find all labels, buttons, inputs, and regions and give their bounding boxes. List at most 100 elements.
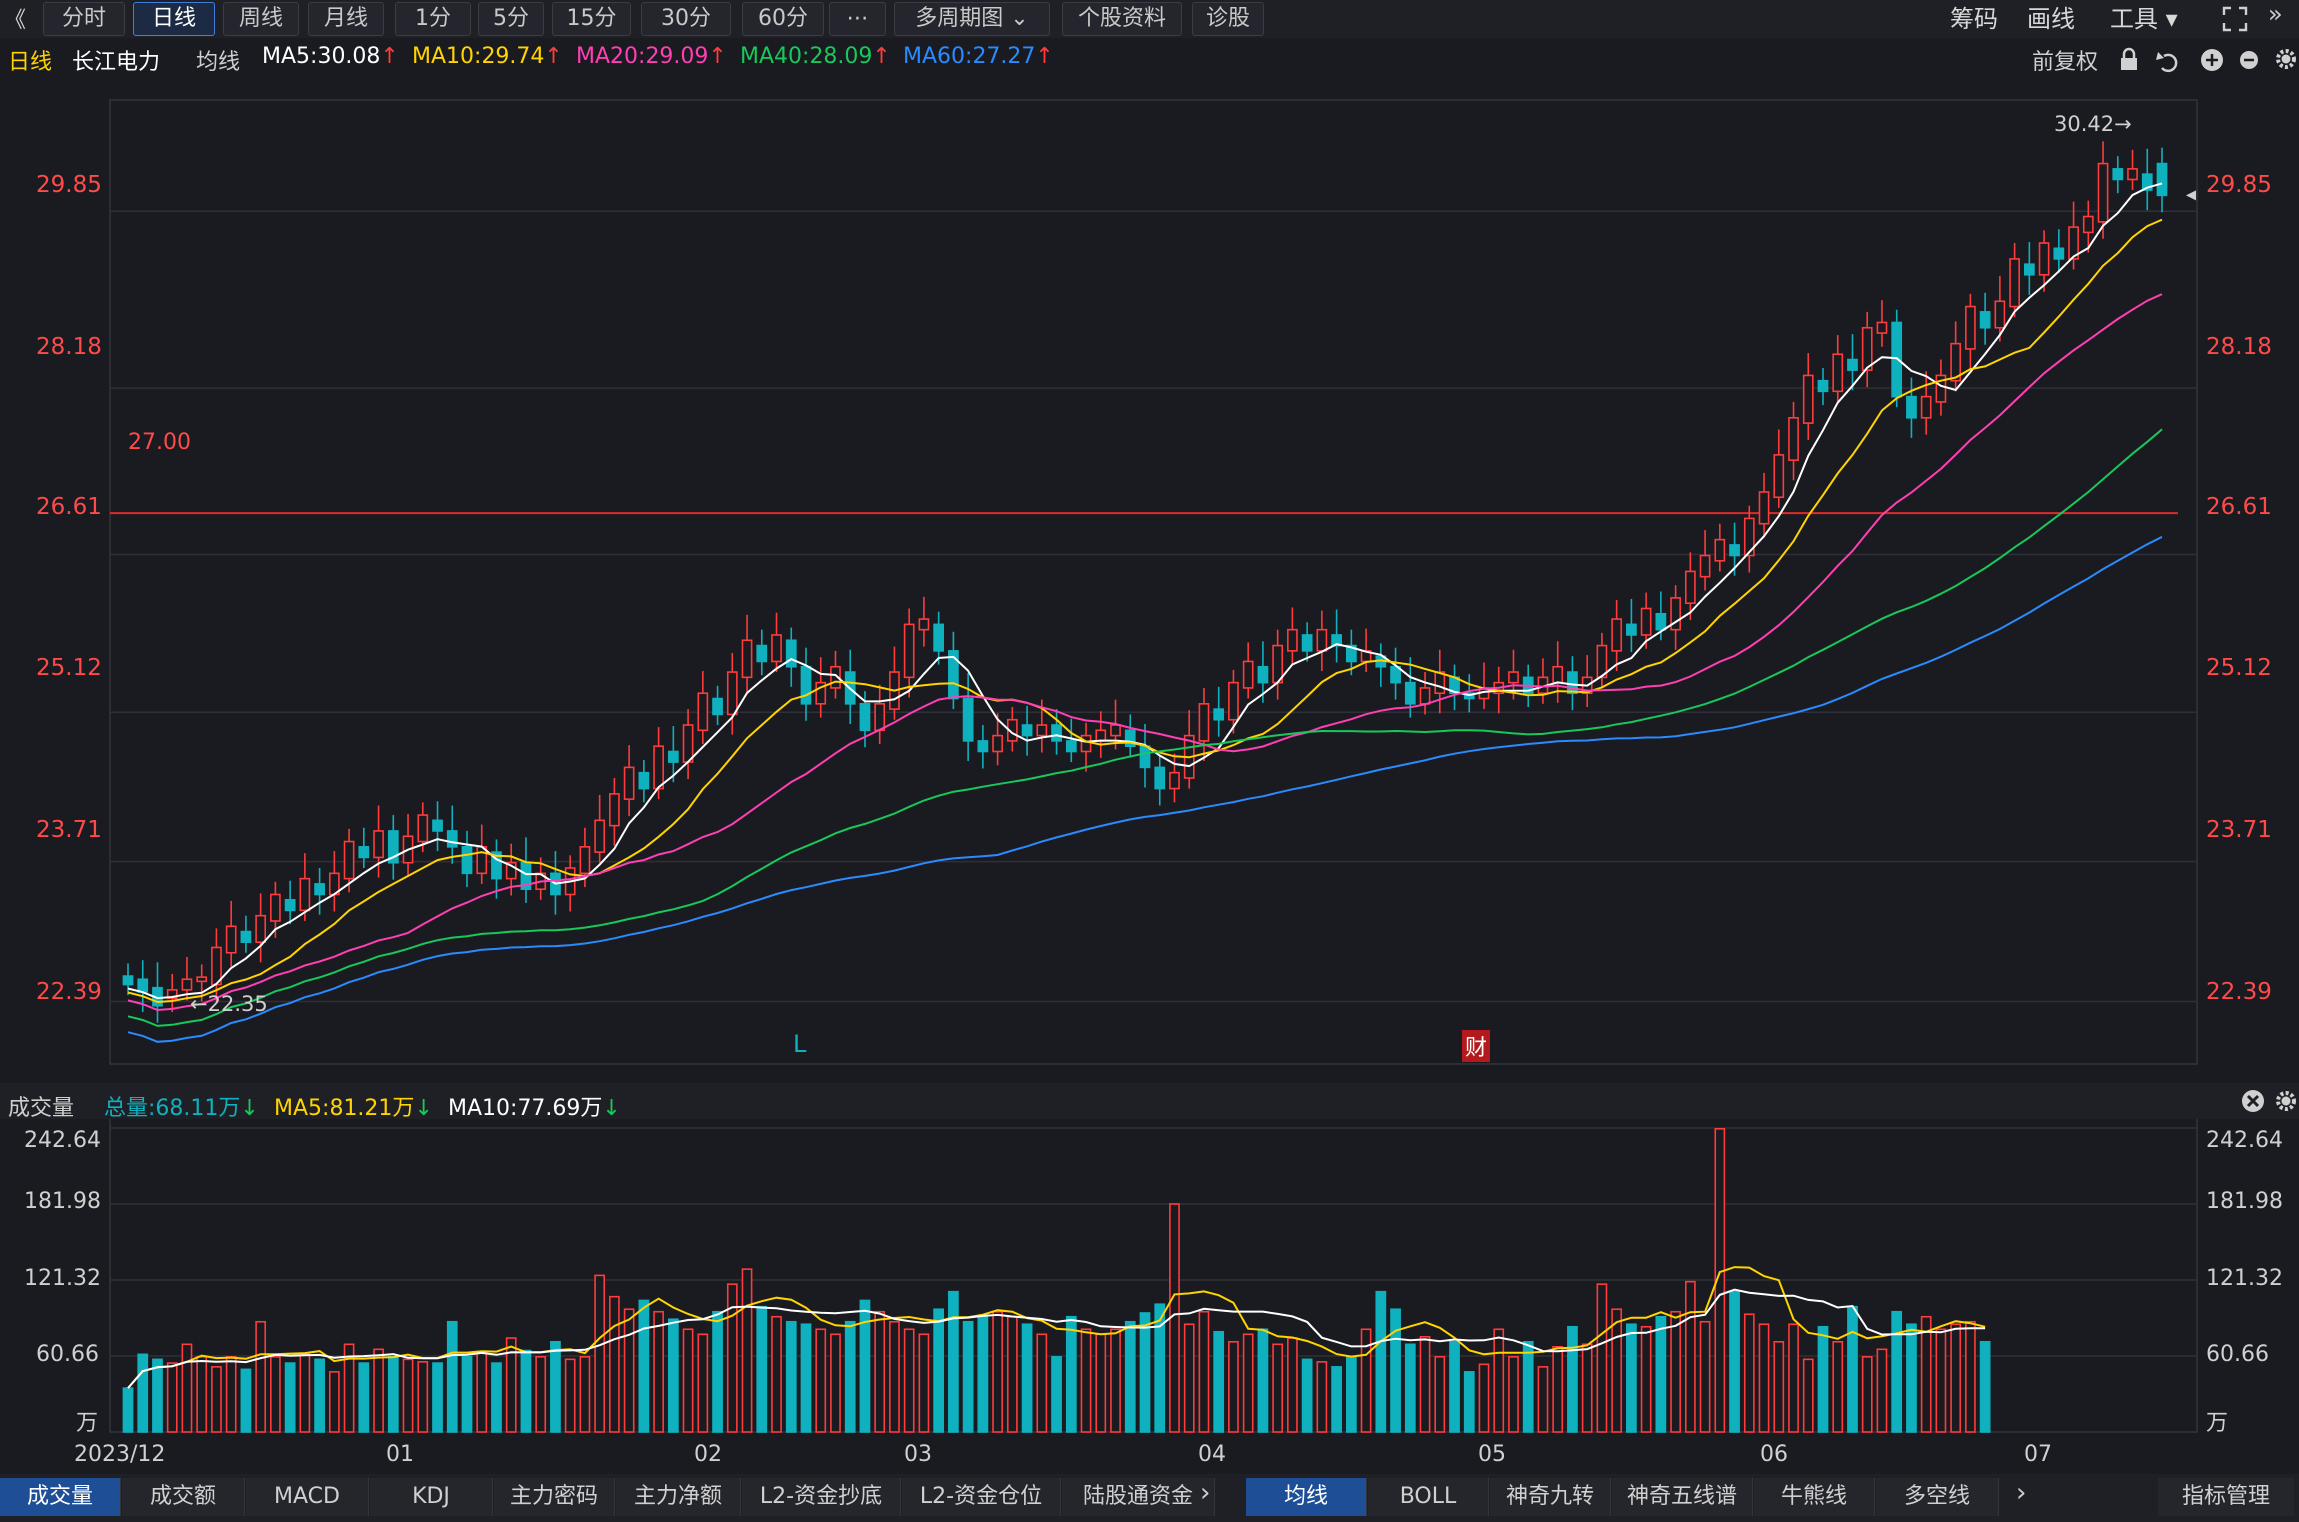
price-panel-frame [109,99,2198,1065]
fullscreen-icon[interactable] [2222,6,2248,32]
indicator-tab[interactable]: 成交量 [0,1478,121,1516]
period-tab[interactable]: 分时 [43,2,125,36]
x-tick: 07 [2024,1442,2052,1467]
volume-total: 总量:68.11万↓ [104,1096,259,1121]
period-tab[interactable]: 15分 [552,2,631,36]
volume-bar [225,1356,237,1433]
candle-body [2009,258,2020,308]
indicator-tab[interactable]: 陆股通资金 [1062,1478,1215,1516]
price-tick: 29.85 [2206,172,2272,198]
volume-bar [1979,1340,1991,1433]
close-panel-icon[interactable] [2240,1088,2266,1114]
candle-body [1935,374,1947,403]
candle-body [2112,168,2124,181]
undo-icon[interactable] [2156,52,2178,73]
candle-body [623,766,635,800]
chips-button[interactable]: 筹码 [1950,5,1998,33]
event-marker-l[interactable]: L [793,1030,807,1058]
price-tick: 28.18 [2206,334,2272,360]
volume-unit: 万 [76,1411,99,1436]
volume-bar [1817,1325,1829,1433]
indicator-tab[interactable]: 成交额 [122,1478,245,1516]
period-tab[interactable]: 月线 [308,2,384,36]
candle-body [343,840,355,880]
candle-body [1729,544,1740,557]
volume-bar [1404,1343,1416,1433]
indicator-tab[interactable]: L2-资金抄底 [742,1478,901,1516]
period-tab[interactable]: 30分 [641,2,731,36]
candle-body [933,623,945,652]
financial-report-marker[interactable]: 财 [1462,1030,1491,1062]
overlay-tab[interactable]: 神奇九转 [1490,1478,1611,1516]
candle-body [1110,724,1121,737]
volume-bar [844,1320,856,1433]
volume-bar [638,1299,650,1433]
period-tab[interactable]: 诊股 [1192,2,1264,36]
volume-bar [1552,1346,1564,1433]
lock-icon[interactable] [2121,47,2137,70]
period-tab[interactable]: 周线 [223,2,299,36]
candle-body [2038,242,2050,276]
tabs-scroll-right-icon[interactable]: › [1200,1478,1211,1508]
period-tab[interactable]: 1分 [395,2,471,36]
overlay-tab[interactable]: 均线 [1246,1478,1367,1516]
volume-settings-icon[interactable] [2274,1088,2298,1114]
draw-line-button[interactable]: 画线 [2027,5,2075,33]
zoom-out-icon[interactable] [2240,51,2258,69]
volume-bar [505,1337,517,1433]
volume-bar [1183,1323,1195,1433]
ref-line-label: 27.00 [128,430,191,455]
volume-bar [491,1362,502,1433]
period-tab[interactable]: 个股资料 [1062,2,1182,36]
volume-bar [240,1368,252,1433]
volume-bar [1478,1363,1490,1433]
zoom-in-icon[interactable] [2201,49,2223,71]
candle-body [122,975,134,986]
overlay-tab[interactable]: 神奇五线谱 [1612,1478,1753,1516]
indicator-tab[interactable]: 主力密码 [494,1478,615,1516]
price-adjust-select[interactable]: 前复权 [2032,50,2099,75]
overlay-tab[interactable]: 多空线 [1876,1478,1999,1516]
volume-bar [1021,1323,1033,1433]
candle-body [1154,766,1166,790]
x-tick: 05 [1478,1442,1506,1467]
volume-bar [166,1362,178,1433]
period-tab[interactable]: 多周期图 ⌄ [894,2,1050,36]
volume-header [0,1083,2299,1119]
collapse-left-icon[interactable]: 《 [4,8,27,33]
volume-bar [550,1340,561,1433]
candle-body [1832,353,1844,393]
period-tab[interactable]: 日线 [133,2,215,36]
volume-bar [1242,1333,1254,1433]
candle-body [1390,665,1401,684]
x-tick: 02 [694,1442,722,1467]
candle-body [830,665,841,689]
indicator-tab[interactable]: MACD [246,1478,369,1516]
indicator-tab[interactable]: L2-资金仓位 [902,1478,1061,1516]
volume-bar [1434,1356,1446,1433]
expand-right-icon[interactable]: » [2268,0,2283,28]
ma40-value: MA40:28.09↑ [740,44,891,69]
period-tab[interactable]: 60分 [742,2,824,36]
indicator-tab[interactable]: 主力净额 [616,1478,741,1516]
candle-body [1611,618,1623,652]
ma-label[interactable]: 均线 [196,50,241,75]
overlay-scroll-right-icon[interactable]: › [2016,1478,2027,1508]
period-tab[interactable]: 5分 [478,2,544,36]
candle-body [476,846,488,875]
indicator-manage-button[interactable]: 指标管理 [2158,1478,2294,1516]
candle-body [682,724,694,763]
candle-body [1817,379,1829,393]
period-tab[interactable]: ⋯ [829,2,886,36]
candle-body [1979,311,1991,329]
settings-gear-icon[interactable] [2274,46,2298,72]
volume-bar [874,1310,886,1433]
overlay-tab[interactable]: BOLL [1368,1478,1489,1516]
overlay-tab[interactable]: 牛熊线 [1754,1478,1875,1516]
price-tick: 25.12 [36,655,102,681]
indicator-tab[interactable]: KDJ [370,1478,493,1516]
volume-bar [1714,1128,1726,1433]
volume-bar [284,1362,296,1433]
tools-button[interactable]: 工具 ▾ [2110,5,2178,33]
